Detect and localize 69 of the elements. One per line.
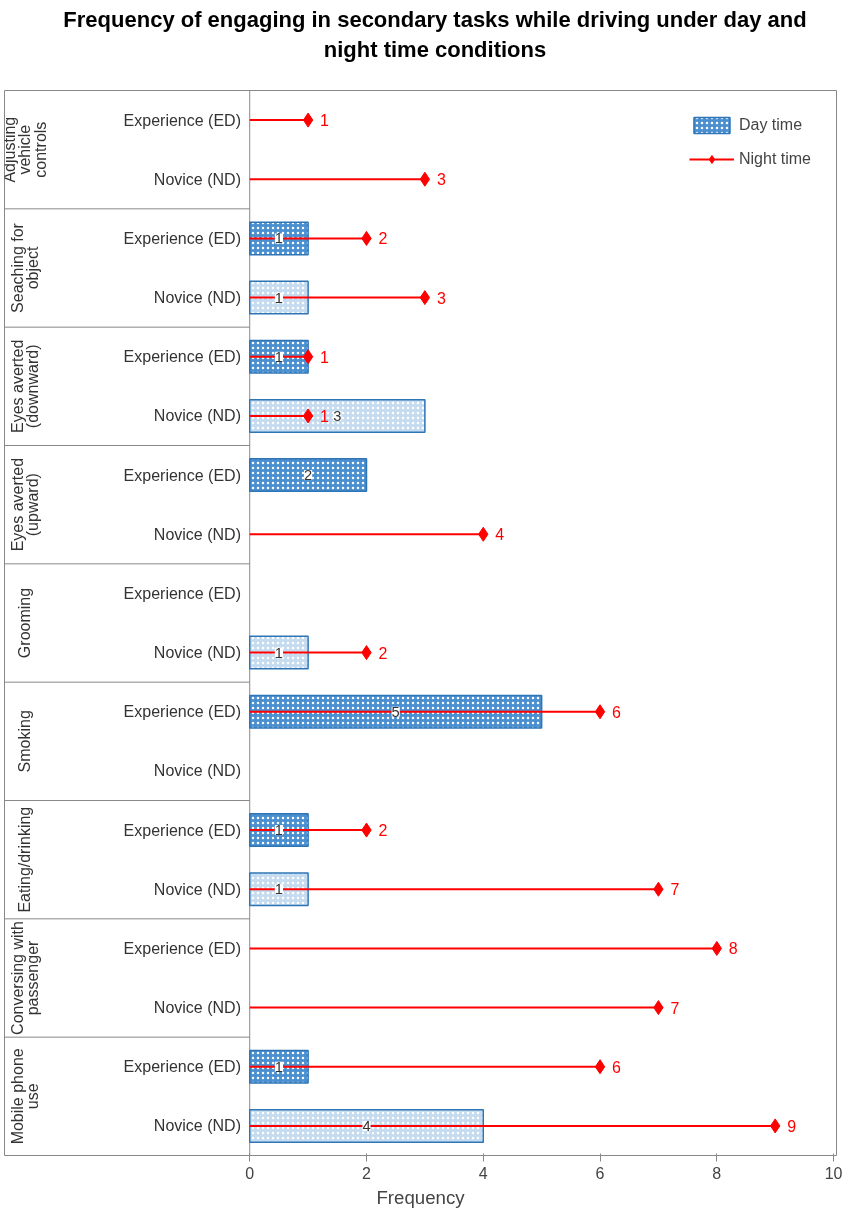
- point: [594, 704, 606, 720]
- data-label: 1: [274, 822, 283, 839]
- point: [419, 290, 431, 306]
- y-tick-label: Novice (ND): [153, 999, 241, 1017]
- data-label: 5: [391, 703, 400, 720]
- x-axis-title: Frequency: [376, 1186, 466, 1208]
- text: Eating/drinking: [16, 806, 34, 913]
- data-label: 3: [436, 289, 446, 307]
- data-label: 1: [320, 348, 330, 366]
- point: [419, 171, 431, 187]
- data-label: 1: [320, 112, 330, 130]
- point: [302, 408, 314, 424]
- y-tick-label: Experience (ED): [123, 348, 241, 366]
- data-label: 7: [670, 999, 680, 1017]
- y-tick-label: Experience (ED): [123, 821, 241, 839]
- y-tick-label: Novice (ND): [153, 170, 241, 188]
- y-tick-label: Novice (ND): [153, 525, 241, 543]
- text: Seaching for object: [8, 222, 42, 313]
- point: [594, 1059, 606, 1075]
- data-label: 3: [436, 171, 446, 189]
- text: Smoking: [16, 710, 34, 773]
- point: [302, 349, 314, 365]
- x-tick-label: 6: [595, 1164, 605, 1182]
- data-label: 9: [787, 1117, 797, 1135]
- x-tick-label: 10: [824, 1164, 843, 1182]
- data-label: 1: [274, 1058, 283, 1075]
- y-tick-label: Experience (ED): [123, 466, 241, 484]
- data-label: 1: [274, 881, 283, 898]
- x-tick-label: 8: [712, 1164, 722, 1182]
- text: Eyes averted (downward): [8, 339, 42, 434]
- data-label: 1: [274, 348, 283, 365]
- y-tick-label: Novice (ND): [153, 644, 241, 662]
- data-label: 2: [378, 230, 388, 248]
- data-label: 6: [612, 1058, 622, 1076]
- data-label: 8: [728, 940, 738, 958]
- y-tick-label: Experience (ED): [123, 1058, 241, 1076]
- chart-title: Frequency of engaging in secondary tasks while driving under day and night time conditions: [62, 6, 808, 64]
- data-label: 2: [304, 467, 313, 484]
- y-tick-label: Experience (ED): [123, 229, 241, 247]
- data-label: 1: [320, 407, 330, 425]
- point: [302, 112, 314, 128]
- data-label: 2: [378, 644, 388, 662]
- x-tick-label: 0: [245, 1164, 255, 1182]
- y-tick-label: Experience (ED): [123, 584, 241, 602]
- data-label: 4: [495, 526, 505, 544]
- data-label: 7: [670, 881, 680, 899]
- y-tick-label: Novice (ND): [153, 880, 241, 898]
- data-label: 6: [612, 703, 622, 721]
- x-tick-label: 2: [362, 1164, 372, 1182]
- data-label: 1: [274, 289, 283, 306]
- text: Conversing with passenger: [8, 921, 42, 1035]
- data-label: 1: [274, 644, 283, 661]
- y-tick-label: Novice (ND): [153, 1117, 241, 1135]
- data-label: 1: [274, 230, 283, 247]
- data-label: 4: [362, 1117, 371, 1134]
- y-tick-label: Experience (ED): [123, 939, 241, 957]
- y-tick-label: Novice (ND): [153, 762, 241, 780]
- text: Grooming: [16, 587, 34, 659]
- x-tick-label: 4: [478, 1164, 488, 1182]
- data-label: 3: [333, 407, 342, 424]
- legend-label: Night time: [738, 150, 811, 168]
- text: Eyes averted (upward): [8, 457, 42, 552]
- y-tick-label: Experience (ED): [123, 703, 241, 721]
- y-tick-label: Novice (ND): [153, 407, 241, 425]
- y-tick-label: Experience (ED): [123, 111, 241, 129]
- y-tick-label: Novice (ND): [153, 289, 241, 307]
- legend-label: Day time: [738, 116, 803, 134]
- data-label: 2: [378, 822, 388, 840]
- text: Mobile phone use: [8, 1048, 42, 1145]
